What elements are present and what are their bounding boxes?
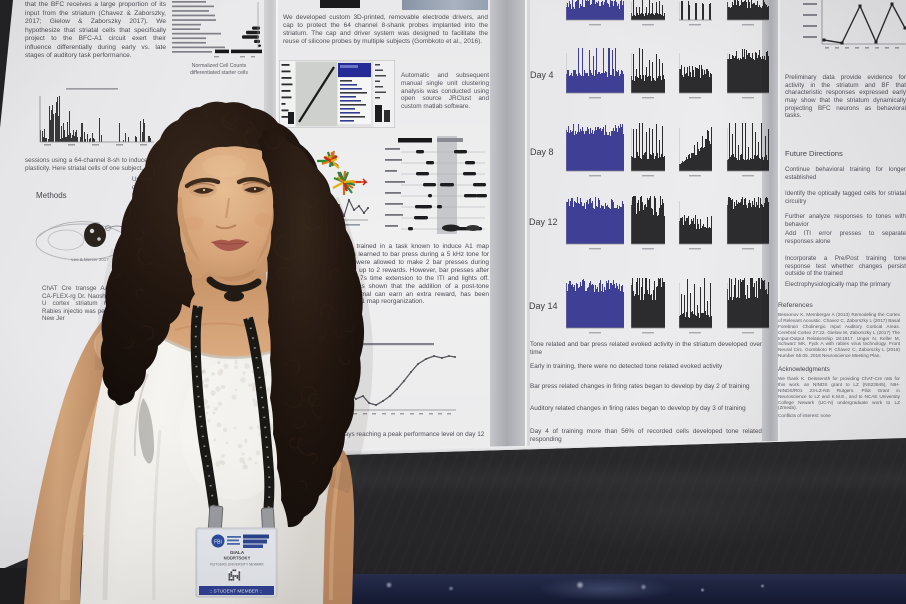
svg-text:FBI: FBI bbox=[214, 540, 222, 546]
svg-text::: STUDENT MEMBER ::: :: STUDENT MEMBER :: bbox=[210, 589, 263, 595]
svg-text:RUTGERS UNIVERSITY NEWARK: RUTGERS UNIVERSITY NEWARK bbox=[210, 563, 264, 567]
svg-text:NODRTSOKY: NODRTSOKY bbox=[224, 556, 251, 561]
svg-text:GIALA: GIALA bbox=[230, 550, 245, 555]
